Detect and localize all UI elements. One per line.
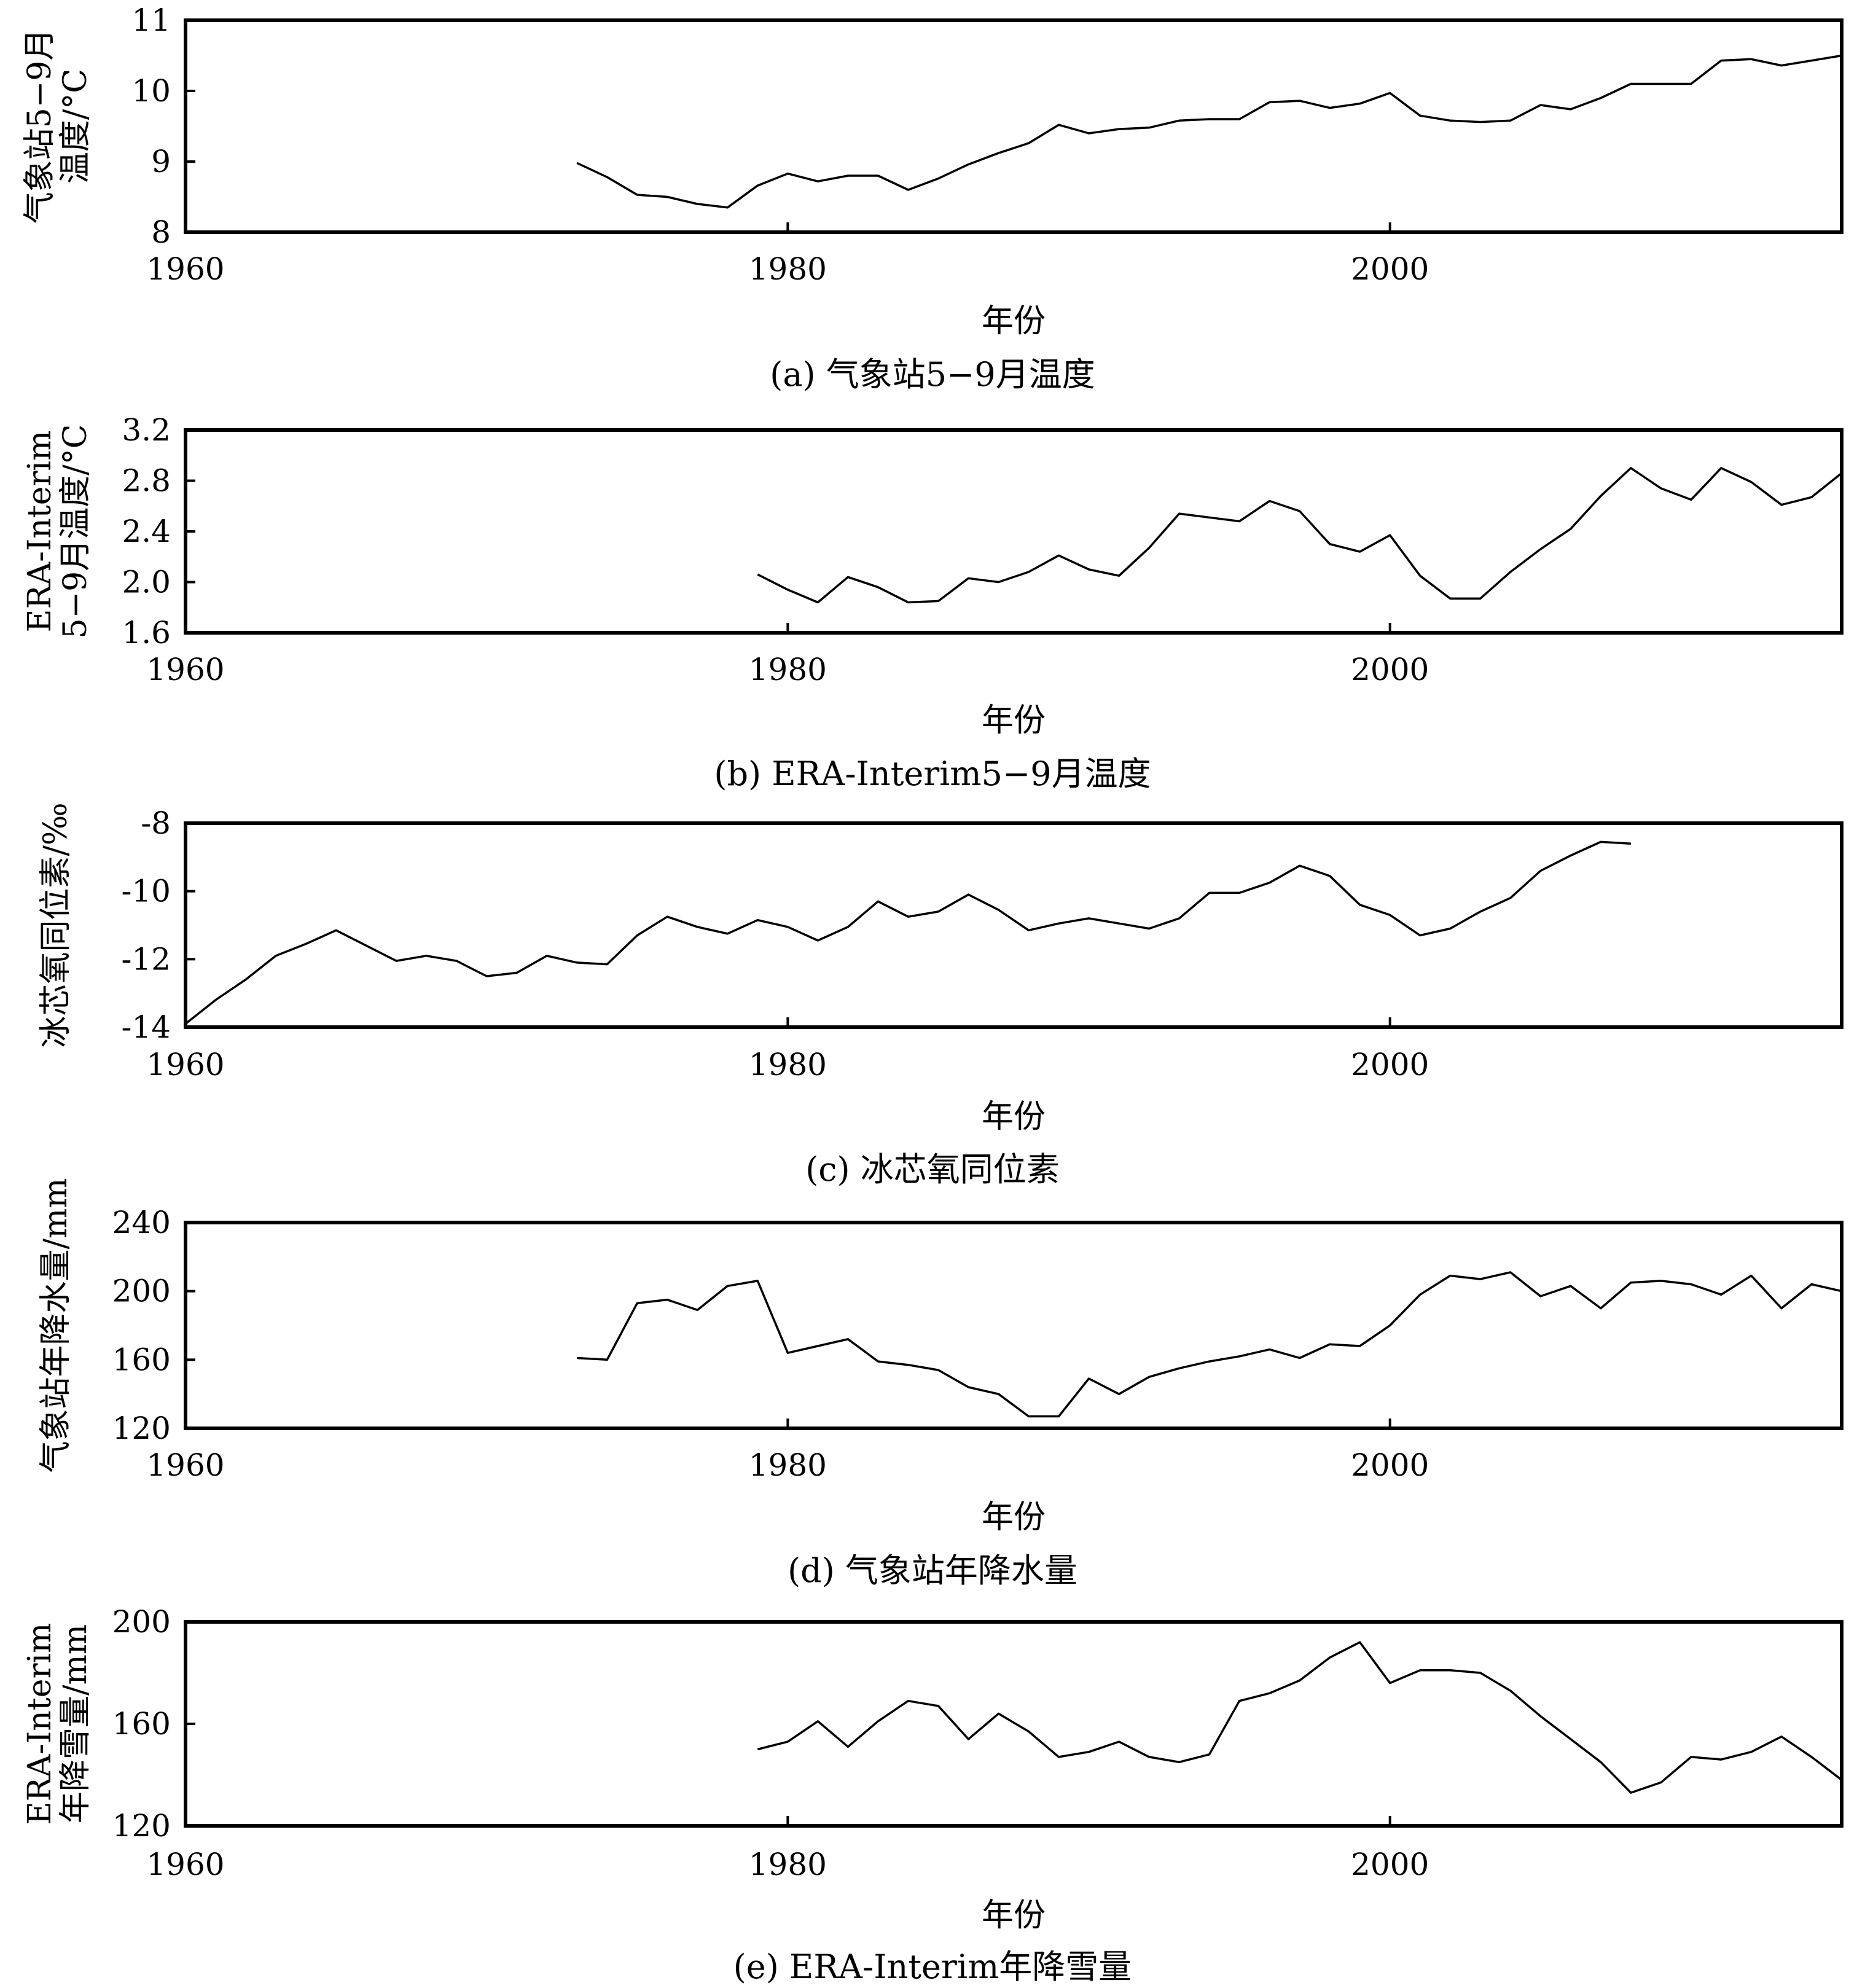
y-axis-title: 气象站5−9月 (22, 29, 58, 224)
y-tick-label: 1.6 (122, 615, 171, 651)
y-axis-title: ERA-Interim (22, 431, 58, 633)
panel-c: 1960 1980 2000 -14 -12 -10 -8 冰芯氧同位素/‰ 年份 (c) 冰芯氧… (37, 802, 1843, 1189)
plot-frame (184, 1620, 1843, 1828)
y-tick-label: 120 (112, 1411, 171, 1446)
x-tick-label: 1980 (749, 652, 827, 687)
panel-a: 1960 1980 2000 8 9 10 11 气象站5−9月温度/°C 年份 (a) 气象站5… (22, 2, 1843, 394)
y-tick-label: -8 (141, 805, 171, 841)
y-axis-title: 气象站年降水量/mm (37, 1178, 74, 1473)
series-line (757, 467, 1843, 604)
x-axis-title: 年份 (982, 1499, 1046, 1536)
panel-caption: (b) ERA-Interim5−9月温度 (714, 754, 1151, 793)
y-tick-label: 120 (112, 1808, 171, 1844)
y-tick-label: 2.0 (122, 565, 171, 600)
y-tick-label: -14 (121, 1009, 171, 1045)
y-tick-label: 200 (112, 1604, 171, 1640)
x-tick-label: 1960 (146, 1447, 224, 1483)
panel-caption: (d) 气象站年降水量 (788, 1551, 1077, 1590)
y-tick-label: 11 (131, 2, 171, 38)
y-axis-title: ERA-Interim (22, 1623, 58, 1825)
x-tick-label: 1980 (749, 1847, 827, 1882)
panel-e: 1960 1980 2000 120 160 200 ERA-Interim年降雪量/mm 年… (22, 1604, 1843, 1986)
y-tick-label: 10 (131, 73, 171, 109)
x-tick-label: 2000 (1351, 251, 1429, 287)
y-tick-label: -12 (121, 941, 171, 977)
x-axis-title: 年份 (982, 1897, 1046, 1934)
x-tick-label: 2000 (1351, 1847, 1429, 1882)
y-tick-label: 2.8 (122, 463, 171, 499)
x-axis-title: 年份 (982, 303, 1046, 340)
panel-caption: (a) 气象站5−9月温度 (770, 355, 1095, 394)
panel-b: 1960 1980 2000 1.6 2.0 2.4 2.8 3.2 ERA-Interim5−… (22, 412, 1843, 793)
x-tick-label: 1960 (146, 652, 224, 687)
y-axis-title: 年降雪量/mm (57, 1624, 94, 1823)
panel-caption: (c) 冰芯氧同位素 (805, 1150, 1060, 1189)
panel-caption: (e) ERA-Interim年降雪量 (733, 1947, 1132, 1986)
plot-frame (184, 18, 1843, 234)
x-tick-label: 1980 (749, 1447, 827, 1483)
panel-d: 1960 1980 2000 120 160 200 240 气象站年降水量/mm 年份 (d) … (37, 1178, 1843, 1590)
y-tick-label: 160 (112, 1706, 171, 1742)
y-tick-label: 9 (151, 144, 171, 179)
plot-frame (184, 428, 1843, 635)
y-axis-title: 冰芯氧同位素/‰ (37, 802, 74, 1047)
y-tick-label: 2.4 (122, 514, 171, 549)
x-tick-label: 2000 (1351, 1447, 1429, 1483)
series-line (184, 840, 1631, 1025)
series-line (757, 1641, 1843, 1794)
plot-frame (184, 1221, 1843, 1430)
series-line (576, 54, 1842, 209)
y-axis-title: 5−9月温度/°C (57, 424, 94, 638)
y-axis-title: 温度/°C (57, 69, 94, 184)
x-tick-label: 2000 (1351, 1047, 1429, 1082)
y-tick-label: 240 (112, 1205, 171, 1240)
y-tick-label: 160 (112, 1342, 171, 1377)
x-axis-title: 年份 (982, 702, 1046, 739)
x-tick-label: 1960 (146, 1047, 224, 1082)
x-tick-label: 1960 (146, 251, 224, 287)
plot-frame (184, 821, 1843, 1029)
series-line (577, 1271, 1842, 1418)
y-tick-label: 3.2 (122, 412, 171, 448)
y-tick-label: -10 (121, 874, 171, 909)
x-tick-label: 2000 (1351, 652, 1429, 687)
y-tick-label: 200 (112, 1274, 171, 1309)
y-tick-label: 8 (151, 214, 171, 250)
x-tick-label: 1980 (749, 1047, 827, 1082)
x-tick-label: 1980 (749, 251, 827, 287)
x-tick-label: 1960 (146, 1847, 224, 1882)
x-axis-title: 年份 (982, 1098, 1046, 1135)
